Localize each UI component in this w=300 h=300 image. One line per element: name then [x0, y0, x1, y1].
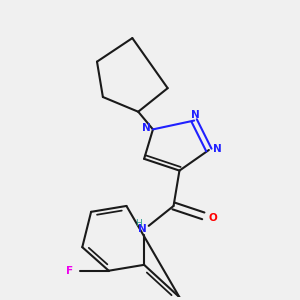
Text: N: N	[142, 123, 151, 133]
Text: N: N	[191, 110, 200, 120]
Text: H: H	[135, 218, 142, 227]
Text: N: N	[138, 224, 147, 235]
Text: O: O	[208, 213, 217, 223]
Text: F: F	[66, 266, 74, 276]
Text: N: N	[213, 143, 221, 154]
